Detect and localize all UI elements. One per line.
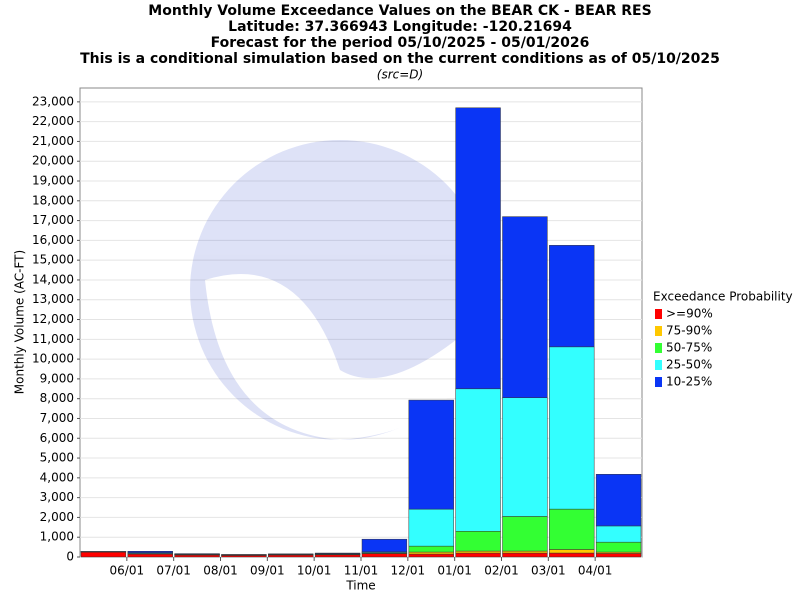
bar-segment [455, 550, 501, 554]
bar-segment [127, 553, 173, 558]
x-tick-label: 07/01 [156, 564, 191, 578]
legend-label: 50-75% [666, 341, 712, 355]
bar-segment [408, 508, 454, 547]
y-tick-label: 20,000 [32, 154, 74, 168]
y-tick-label: 10,000 [32, 352, 74, 366]
bar-segment [174, 553, 220, 555]
bar-segment [502, 550, 548, 554]
y-tick-label: 6,000 [40, 431, 74, 445]
x-tick-label: 02/01 [484, 564, 519, 578]
y-tick-label: 4,000 [40, 470, 74, 484]
bar-segment [361, 553, 408, 558]
bar-segment [80, 551, 127, 558]
bar-segment [361, 538, 408, 553]
chart-title: This is a conditional simulation based o… [80, 51, 720, 67]
x-tick-label: 04/01 [578, 564, 613, 578]
x-tick-label: 08/01 [203, 564, 238, 578]
bar-segment [502, 397, 548, 517]
bar-segment [314, 554, 361, 558]
chart-title: Latitude: 37.366943 Longitude: -120.2169… [228, 19, 572, 35]
noaa-watermark [190, 140, 490, 440]
bar-segment [595, 541, 642, 553]
y-tick-label: 14,000 [32, 272, 74, 286]
legend-swatch [655, 377, 662, 387]
bar-segment [408, 551, 454, 555]
y-tick-label: 3,000 [40, 490, 74, 504]
y-tick-label: 8,000 [40, 391, 74, 405]
y-tick-label: 5,000 [40, 451, 74, 465]
plot-area [79, 87, 643, 558]
bar-segment [314, 552, 361, 554]
y-tick-label: 12,000 [32, 312, 74, 326]
legend-label: 75-90% [666, 324, 712, 338]
bar-segment [502, 516, 548, 552]
bar-segment [408, 553, 454, 558]
bar-segment [268, 554, 314, 558]
y-tick-label: 15,000 [32, 253, 74, 267]
x-tick-label: 11/01 [344, 564, 379, 578]
legend-swatch [655, 309, 662, 319]
bar-segment [549, 245, 595, 348]
y-tick-label: 23,000 [32, 94, 74, 108]
legend-swatch [655, 343, 662, 353]
chart-subtitle: (src=D) [377, 68, 423, 82]
bar-segment [549, 552, 595, 558]
bar-segment [549, 346, 595, 510]
y-tick-label: 22,000 [32, 114, 74, 128]
y-tick-label: 18,000 [32, 193, 74, 207]
y-tick-label: 0 [66, 550, 74, 564]
x-tick-label: 01/01 [437, 564, 472, 578]
y-axis-label: Monthly Volume (AC-FT) [13, 250, 27, 394]
bar-segment [455, 552, 501, 558]
bar-segment [595, 525, 642, 543]
bar-segment [174, 554, 220, 558]
x-tick-label: 09/01 [250, 564, 285, 578]
bar-segment [549, 508, 595, 550]
y-tick-label: 7,000 [40, 411, 74, 425]
legend-label: >=90% [666, 307, 713, 321]
y-tick-label: 2,000 [40, 510, 74, 524]
bar-segment [408, 545, 454, 553]
x-tick-label: 10/01 [297, 564, 332, 578]
y-tick-label: 16,000 [32, 233, 74, 247]
y-tick-label: 13,000 [32, 292, 74, 306]
y-tick-label: 21,000 [32, 134, 74, 148]
bar-segment [549, 549, 595, 554]
y-tick-label: 1,000 [40, 530, 74, 544]
bar-segment [595, 474, 642, 527]
bar-segment [408, 399, 454, 510]
legend-label: 10-25% [666, 375, 712, 389]
bar-segment [595, 553, 642, 558]
bar-segment [502, 216, 548, 398]
legend-title: Exceedance Probability [653, 290, 793, 304]
bar-segment [455, 107, 501, 390]
bar-segment [455, 388, 501, 532]
x-tick-label: 03/01 [531, 564, 566, 578]
y-tick-label: 19,000 [32, 174, 74, 188]
x-axis-label: Time [345, 579, 375, 593]
chart-title: Monthly Volume Exceedance Values on the … [148, 3, 651, 19]
x-tick-label: 06/01 [110, 564, 145, 578]
chart-title: Forecast for the period 05/10/2025 - 05/… [211, 35, 590, 51]
x-tick-label: 12/01 [391, 564, 426, 578]
legend-label: 25-50% [666, 358, 712, 372]
bar-segment [502, 552, 548, 558]
y-tick-label: 11,000 [32, 332, 74, 346]
legend-swatch [655, 360, 662, 370]
y-tick-label: 9,000 [40, 371, 74, 385]
y-tick-label: 17,000 [32, 213, 74, 227]
bar-segment [455, 531, 501, 552]
legend-swatch [655, 326, 662, 336]
bar-segment [127, 551, 173, 553]
